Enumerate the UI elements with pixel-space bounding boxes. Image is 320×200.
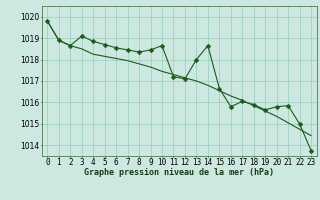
X-axis label: Graphe pression niveau de la mer (hPa): Graphe pression niveau de la mer (hPa): [84, 168, 274, 177]
